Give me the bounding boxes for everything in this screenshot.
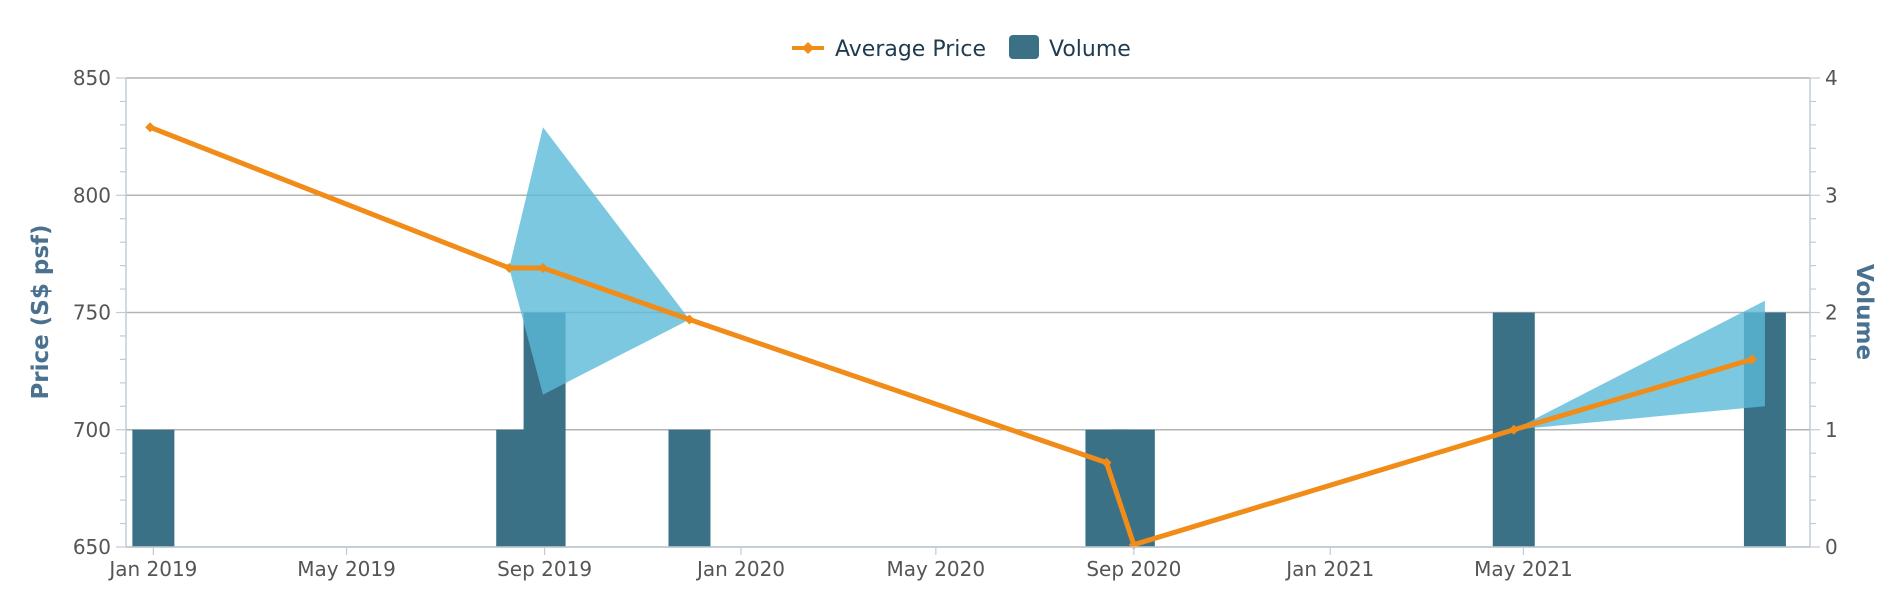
average-price-point-8[interactable]	[1747, 354, 1758, 365]
legend-label-volume: Volume	[1049, 37, 1131, 62]
right-tick-label-4: 4	[1825, 66, 1838, 90]
right-tick-label-1: 1	[1825, 418, 1838, 442]
legend-item-volume[interactable]: Volume	[1009, 35, 1131, 62]
left-tick-label-700: 700	[73, 418, 111, 442]
grid-lines	[126, 77, 1810, 548]
price-range-area-1	[509, 127, 690, 395]
legend: Average Price Volume	[792, 35, 1131, 62]
volume-bar-6[interactable]	[1112, 429, 1155, 547]
left-tick-label-750: 750	[73, 301, 111, 325]
right-tick-label-3: 3	[1825, 183, 1838, 207]
axes	[116, 77, 1820, 548]
x-tick-label-jan-2021: Jan 2021	[1284, 557, 1374, 581]
price-range-area	[509, 127, 1765, 430]
legend-label-average-price: Average Price	[835, 37, 986, 62]
left-tick-label-800: 800	[73, 183, 111, 207]
legend-item-average-price[interactable]: Average Price	[792, 37, 986, 62]
average-price-point-1[interactable]	[145, 122, 156, 133]
volume-bar-4[interactable]	[668, 429, 711, 547]
x-tick-label-jan-2020: Jan 2020	[695, 557, 785, 581]
left-axis-title: Price (S$ psf)	[28, 224, 54, 399]
average-price-line	[145, 122, 1758, 550]
volume-bars	[132, 312, 1786, 547]
volume-bar-1[interactable]	[132, 429, 175, 547]
right-axis-title: Volume	[1851, 264, 1877, 360]
x-tick-label-may-2019: May 2019	[297, 557, 396, 581]
x-axis-tick-labels: Jan 2019 May 2019 Sep 2019 Jan 2020 May 2020…	[107, 547, 1573, 581]
right-axis-tick-labels: 0 1 2 3 4	[1825, 66, 1838, 559]
right-tick-label-2: 2	[1825, 301, 1838, 325]
average-price-point-5[interactable]	[1101, 457, 1112, 468]
average-price-point-4[interactable]	[684, 314, 695, 325]
average-price-series-line	[149, 124, 1753, 548]
left-tick-label-850: 850	[73, 66, 111, 90]
left-axis-tick-labels: 650 700 750 800 850	[73, 66, 111, 559]
price-range-area-2	[1513, 300, 1765, 430]
x-tick-label-jan-2019: Jan 2019	[107, 557, 197, 581]
left-tick-label-650: 650	[73, 535, 111, 559]
x-tick-label-sep-2020: Sep 2020	[1086, 557, 1181, 581]
x-tick-label-may-2020: May 2020	[886, 557, 985, 581]
average-price-point-2[interactable]	[504, 262, 515, 273]
average-price-point-3[interactable]	[537, 262, 548, 273]
x-tick-label-may-2021: May 2021	[1474, 557, 1573, 581]
minor-ticks	[116, 77, 1820, 548]
average-price-point-7[interactable]	[1508, 424, 1519, 435]
right-tick-label-0: 0	[1825, 535, 1838, 559]
x-tick-label-sep-2019: Sep 2019	[497, 557, 592, 581]
